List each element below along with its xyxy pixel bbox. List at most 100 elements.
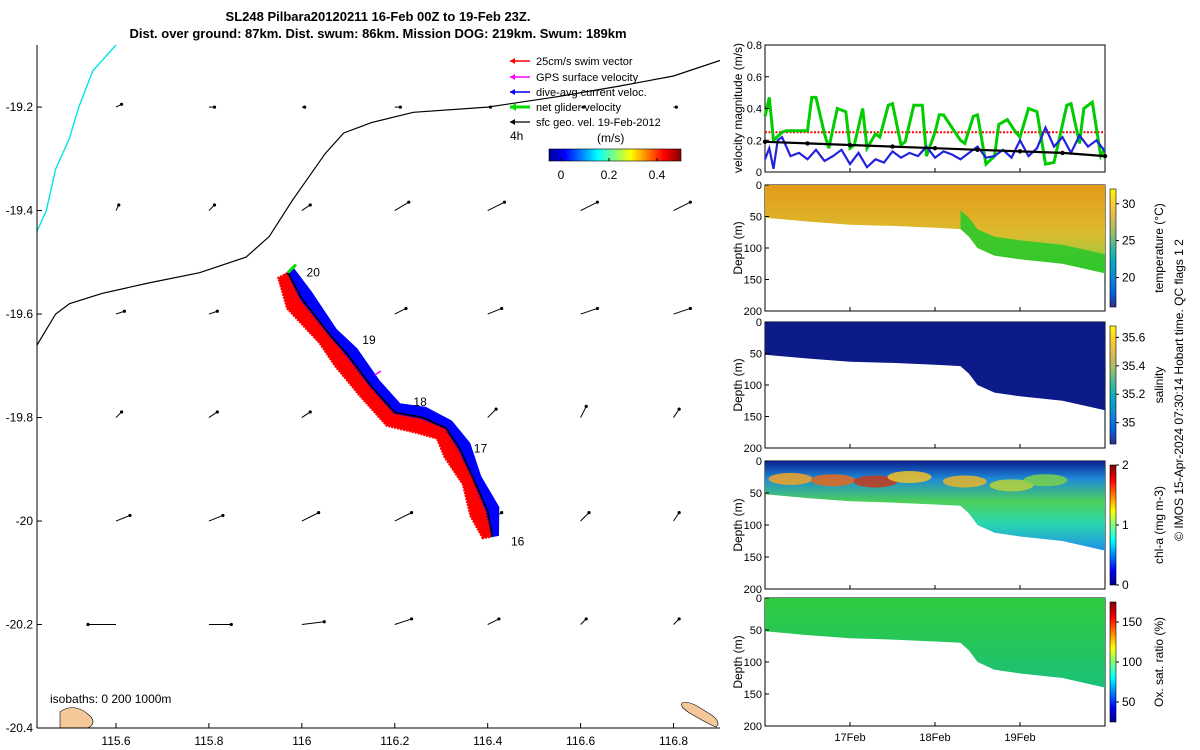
temperature-colorbar-tick-label: 25 [1122, 234, 1136, 248]
track-day-label: 18 [413, 395, 427, 409]
velocity-vector-head [308, 203, 312, 207]
chla-maximum-patch [887, 471, 932, 483]
legend-swim-label: 25cm/s swim vector [536, 56, 633, 68]
velocity-y-tick-label: 0 [756, 167, 762, 179]
velocity-vector-head [584, 617, 588, 621]
map-x-tick-label: 116.2 [380, 734, 409, 748]
credit-text: © IMOS 15-Apr-2024 07:30:14 Hobart time.… [1172, 239, 1186, 541]
track-day-label: 17 [474, 442, 488, 456]
temperature-colorbar [1109, 188, 1117, 308]
velocity-vector-head [322, 620, 326, 624]
velocity-vector-head [86, 622, 90, 627]
temperature-colorbar-tick-label: 30 [1122, 197, 1136, 211]
sfc-geo-vel-point [890, 144, 895, 149]
chla-maximum-patch [1023, 474, 1068, 487]
oxygen-colorbar [1109, 601, 1117, 723]
oxygen-y-tick-label: 150 [744, 689, 762, 701]
velocity-vector [394, 308, 407, 315]
salinity-y-tick-label: 0 [756, 317, 762, 329]
salinity-colorbar-tick-label: 35.2 [1122, 387, 1146, 401]
velocity-vector-head [409, 617, 414, 621]
track-day-label: 19 [362, 333, 376, 347]
map-y-tick-label: -19.2 [6, 100, 34, 114]
track-day-label: 16 [511, 535, 525, 549]
glider-track [277, 263, 500, 540]
velocity-vector-head [688, 200, 692, 204]
velocity-vector-head [128, 513, 132, 518]
surface-current-contour [37, 59, 720, 346]
sfc-geo-vel-point [805, 141, 810, 146]
map-x-tick-label: 115.8 [194, 734, 223, 748]
glider-track-line [287, 272, 494, 537]
colorbar-unit-label: (m/s) [597, 131, 624, 145]
velocity-vector [580, 512, 590, 522]
velocity-vector-head [674, 105, 678, 109]
velocity-vector-head [215, 410, 219, 414]
oxygen-y-tick-label: 0 [756, 593, 762, 605]
map-colorbar-ticks: 0 0.2 0.4 [558, 158, 666, 182]
temperature-y-tick-label: 50 [750, 212, 762, 224]
map-x-ticks: 115.6 115.8 116 116.2 116.4 116.6 116.8 [101, 723, 688, 748]
time-axis-tick-label: 19Feb [1004, 732, 1035, 744]
salinity-colorbar-label: salinity [1152, 367, 1166, 404]
velocity-x-ticks [849, 168, 1021, 172]
velocity-vector-head [595, 306, 600, 311]
oxygen-colorbar-tick-label: 150 [1122, 615, 1142, 629]
temperature-colorbar-tick-label: 20 [1122, 271, 1136, 285]
velocity-vector-head [398, 105, 402, 109]
velocity-y-tick-label: 0.4 [747, 104, 762, 116]
velocity-vector [301, 411, 311, 418]
velocity-vector-head [229, 622, 233, 627]
map-y-tick-label: -19.8 [6, 411, 34, 425]
salinity-section-fill [765, 322, 1105, 411]
map-y-tick-label: -19.4 [6, 204, 34, 218]
velocity-ylabel: velocity magnitude (m/s) [731, 43, 745, 173]
temperature-ylabel: Depth (m) [731, 221, 745, 274]
chla-maximum-patch [811, 474, 855, 487]
map-x-tick-label: 115.6 [101, 734, 130, 748]
velocity-vector [394, 201, 410, 212]
velocity-vector-head [587, 511, 591, 515]
legend-geo-arrow-icon [510, 119, 515, 125]
velocity-vector [580, 307, 598, 315]
velocity-vector-head [308, 410, 312, 414]
velocity-vector [394, 512, 412, 522]
velocity-vector-head [215, 309, 219, 313]
map-y-tick-label: -19.6 [6, 307, 34, 321]
oxygen-y-tick-label: 100 [744, 657, 762, 669]
velocity-vector-head [688, 306, 692, 311]
net-glider-velocity-mark [286, 263, 297, 274]
velocity-vector-head [212, 203, 217, 207]
temperature-y-tick-label: 150 [744, 275, 762, 287]
oxygen-ylabel: Depth (m) [731, 635, 745, 688]
temperature-colorbar-label: temperature (°C) [1152, 203, 1166, 293]
map-colorbar-tick-label: 0.2 [601, 168, 618, 182]
sfc-geo-vel-point [847, 142, 853, 148]
time-axis-ticks: 17Feb 18Feb 19Feb [834, 732, 1035, 744]
legend-gps-label: GPS surface velocity [536, 72, 639, 84]
figure-title: SL248 Pilbara20120211 16-Feb 00Z to 19-F… [226, 9, 531, 24]
velocity-vector [301, 204, 311, 211]
oxygen-section-fill [765, 598, 1105, 688]
velocity-vector-head [502, 200, 507, 204]
temperature-y-tick-label: 0 [756, 180, 762, 192]
salinity-y-tick-label: 100 [744, 380, 762, 392]
velocity-vector-head [407, 200, 411, 204]
legend-net-label: net glider velocity [536, 102, 621, 114]
island-right [681, 702, 719, 728]
map-x-tick-label: 116.4 [473, 734, 502, 748]
track-day-labels: 20 19 18 17 16 [307, 266, 525, 549]
chla-colorbar-tick-label: 0 [1122, 578, 1129, 592]
velocity-vector-head [581, 105, 586, 109]
velocity-vector-head [119, 102, 124, 106]
velocity-vector-head [677, 617, 681, 621]
velocity-y-tick-label: 0.8 [747, 40, 762, 52]
map-x-tick-label: 116 [292, 734, 311, 748]
velocity-vector [487, 307, 502, 315]
chla-colorbar-tick-label: 2 [1122, 458, 1129, 472]
map-x-tick-label: 116.6 [566, 734, 595, 748]
velocity-vector [208, 411, 218, 418]
velocity-vector-head [212, 105, 217, 109]
chla-y-tick-label: 100 [744, 520, 762, 532]
